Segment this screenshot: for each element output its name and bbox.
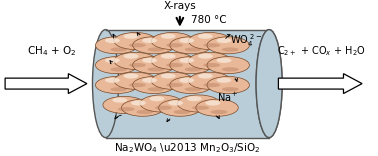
Ellipse shape	[207, 76, 249, 94]
Ellipse shape	[105, 38, 120, 43]
Ellipse shape	[124, 73, 138, 78]
Ellipse shape	[93, 30, 119, 138]
Ellipse shape	[180, 78, 194, 83]
Ellipse shape	[114, 32, 156, 49]
Ellipse shape	[203, 43, 220, 47]
Ellipse shape	[103, 96, 145, 113]
Ellipse shape	[203, 63, 220, 67]
Ellipse shape	[114, 72, 156, 89]
Ellipse shape	[151, 52, 194, 69]
Ellipse shape	[222, 47, 239, 52]
Ellipse shape	[222, 87, 239, 91]
Text: Na$_2$WO$_4$ \u2013 Mn$_2$O$_3$/SiO$_2$: Na$_2$WO$_4$ \u2013 Mn$_2$O$_3$/SiO$_2$	[114, 141, 260, 155]
Ellipse shape	[196, 99, 238, 116]
Text: Na$^+$: Na$^+$	[217, 91, 239, 104]
Bar	[105, 30, 269, 138]
Ellipse shape	[188, 52, 231, 69]
Ellipse shape	[150, 96, 164, 101]
Ellipse shape	[159, 99, 201, 116]
Ellipse shape	[166, 43, 183, 47]
Ellipse shape	[161, 54, 176, 59]
Ellipse shape	[129, 43, 146, 47]
Ellipse shape	[147, 67, 164, 72]
Ellipse shape	[133, 37, 175, 54]
Ellipse shape	[112, 98, 127, 103]
Ellipse shape	[96, 37, 138, 54]
FancyArrow shape	[279, 74, 362, 94]
Ellipse shape	[256, 30, 282, 138]
Ellipse shape	[133, 76, 175, 94]
Ellipse shape	[118, 107, 135, 111]
Ellipse shape	[133, 57, 175, 74]
Ellipse shape	[166, 63, 183, 67]
Ellipse shape	[188, 72, 231, 89]
Ellipse shape	[140, 95, 183, 112]
Ellipse shape	[96, 57, 138, 74]
Ellipse shape	[180, 58, 194, 63]
Ellipse shape	[207, 37, 249, 54]
Ellipse shape	[114, 52, 156, 69]
Ellipse shape	[124, 54, 138, 59]
Ellipse shape	[185, 47, 201, 52]
Ellipse shape	[124, 34, 138, 39]
FancyArrow shape	[5, 74, 87, 94]
Ellipse shape	[151, 32, 194, 49]
Ellipse shape	[96, 76, 138, 94]
Text: 780 °C: 780 °C	[191, 15, 227, 25]
Ellipse shape	[198, 34, 213, 39]
Ellipse shape	[187, 96, 201, 101]
Ellipse shape	[166, 83, 183, 87]
Ellipse shape	[192, 106, 209, 110]
Ellipse shape	[129, 63, 146, 67]
Ellipse shape	[256, 30, 282, 138]
Ellipse shape	[217, 38, 231, 43]
Text: CH$_4$ + O$_2$: CH$_4$ + O$_2$	[27, 44, 76, 58]
Ellipse shape	[147, 47, 164, 52]
Ellipse shape	[185, 67, 201, 72]
Ellipse shape	[161, 34, 176, 39]
Ellipse shape	[203, 83, 220, 87]
Ellipse shape	[205, 100, 220, 105]
Ellipse shape	[185, 87, 201, 91]
Ellipse shape	[105, 78, 120, 83]
Ellipse shape	[217, 78, 231, 83]
Ellipse shape	[136, 110, 153, 114]
Ellipse shape	[188, 32, 231, 49]
Ellipse shape	[222, 67, 239, 72]
Ellipse shape	[155, 106, 172, 110]
Ellipse shape	[121, 99, 164, 116]
Ellipse shape	[170, 37, 212, 54]
Ellipse shape	[147, 87, 164, 91]
Ellipse shape	[168, 100, 183, 105]
Text: WO$_4^{\ 2-}$: WO$_4^{\ 2-}$	[230, 33, 262, 49]
Ellipse shape	[170, 57, 212, 74]
Ellipse shape	[174, 110, 191, 114]
Ellipse shape	[142, 38, 157, 43]
Ellipse shape	[142, 58, 157, 63]
Ellipse shape	[142, 78, 157, 83]
Ellipse shape	[180, 38, 194, 43]
Ellipse shape	[105, 58, 120, 63]
Ellipse shape	[170, 76, 212, 94]
Ellipse shape	[198, 73, 213, 78]
Ellipse shape	[177, 95, 220, 112]
Ellipse shape	[161, 73, 176, 78]
Ellipse shape	[131, 100, 146, 105]
Ellipse shape	[211, 110, 228, 114]
Ellipse shape	[207, 57, 249, 74]
Ellipse shape	[110, 87, 127, 91]
Ellipse shape	[151, 72, 194, 89]
Ellipse shape	[217, 58, 231, 63]
Text: C$_{2+}$ + CO$_x$ + H$_2$O: C$_{2+}$ + CO$_x$ + H$_2$O	[277, 44, 366, 58]
Ellipse shape	[110, 47, 127, 52]
Ellipse shape	[198, 54, 213, 59]
Ellipse shape	[110, 67, 127, 72]
Text: X-rays: X-rays	[164, 1, 196, 11]
Ellipse shape	[129, 83, 146, 87]
